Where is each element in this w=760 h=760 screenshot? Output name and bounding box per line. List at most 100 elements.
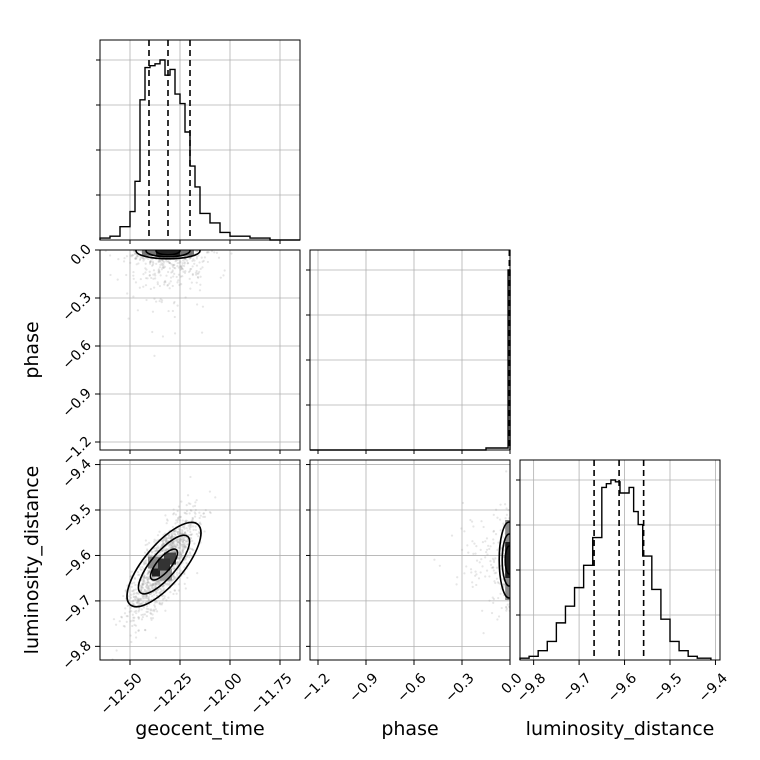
sample-point (144, 262, 147, 265)
sample-point (172, 592, 175, 596)
sample-point (181, 549, 184, 553)
sample-point (485, 569, 489, 572)
sample-point (488, 547, 491, 551)
sample-point (158, 601, 161, 604)
sample-point (142, 606, 146, 609)
sample-point (133, 598, 137, 601)
sample-point (170, 263, 173, 266)
sample-point (191, 548, 194, 551)
sample-point (170, 546, 173, 549)
sample-point (189, 524, 193, 527)
sample-point (179, 539, 182, 542)
sample-point (492, 513, 495, 516)
sample-point (181, 543, 184, 546)
sample-point (155, 300, 158, 303)
sample-point (137, 262, 140, 265)
sample-point (193, 542, 196, 545)
sample-point (142, 582, 145, 586)
sample-point (183, 511, 186, 514)
sample-point (160, 588, 163, 591)
sample-point (181, 555, 184, 558)
sample-point (161, 601, 164, 605)
sample-point (161, 263, 164, 266)
sample-point (177, 273, 181, 276)
sample-point (132, 588, 135, 592)
sample-point (171, 540, 174, 543)
sample-point (123, 625, 126, 628)
sample-point (144, 543, 147, 547)
sample-point (185, 543, 189, 546)
sample-point (172, 568, 175, 571)
sample-point (504, 503, 507, 506)
sample-point (506, 603, 509, 606)
sample-point (176, 516, 180, 520)
sample-point (138, 566, 141, 569)
sample-point (186, 538, 189, 541)
sample-point (144, 284, 148, 287)
sample-point (191, 516, 194, 520)
sample-point (151, 613, 154, 616)
sample-point (145, 298, 148, 302)
sample-point (145, 585, 148, 588)
sample-point (206, 260, 210, 264)
sample-point (493, 580, 496, 583)
sample-point (495, 577, 499, 580)
sample-point (479, 571, 482, 574)
sample-point (182, 572, 186, 575)
sample-point (178, 556, 181, 559)
sample-point (166, 519, 169, 522)
joint-geocent_time-phase (104, 250, 233, 357)
sample-point (147, 597, 150, 600)
sample-point (487, 544, 490, 547)
sample-point (177, 557, 180, 560)
sample-point (158, 583, 161, 586)
sample-point (157, 268, 160, 271)
sample-point (147, 585, 150, 588)
sample-point (138, 607, 141, 610)
sample-point (161, 595, 164, 598)
sample-point (162, 538, 165, 541)
sample-point (144, 271, 147, 274)
sample-point (181, 541, 184, 544)
sample-point (193, 504, 197, 507)
sample-point (142, 576, 145, 580)
sample-point (162, 584, 166, 587)
sample-point (157, 260, 160, 264)
sample-point (188, 523, 192, 526)
x-tick-label: −9.5 (650, 670, 685, 705)
sample-point (461, 501, 465, 505)
sample-point (130, 582, 134, 585)
sample-point (145, 548, 149, 551)
y-axis-label-luminosity-distance: luminosity_distance (21, 466, 43, 655)
sample-point (174, 530, 177, 533)
sample-point (158, 299, 161, 303)
sample-point (165, 599, 168, 602)
sample-point (159, 603, 162, 606)
sample-point (140, 602, 143, 605)
sample-point (158, 581, 161, 584)
contour-line (504, 545, 510, 575)
y-tick-label: −0.6 (59, 337, 94, 372)
sample-point (145, 583, 149, 586)
sample-point (137, 598, 141, 602)
sample-point (202, 512, 206, 515)
sample-point (176, 265, 179, 268)
sample-point (143, 580, 146, 583)
sample-point (150, 276, 153, 280)
sample-point (131, 613, 134, 616)
sample-point (133, 576, 136, 579)
sample-point (495, 508, 498, 511)
sample-point (481, 541, 485, 544)
sample-point (181, 545, 184, 548)
sample-point (151, 583, 154, 586)
sample-point (472, 525, 475, 528)
sample-point (166, 583, 169, 586)
sample-point (161, 543, 164, 546)
sample-point (151, 263, 155, 266)
sample-point (183, 542, 186, 545)
sample-point (149, 260, 152, 263)
sample-point (152, 577, 155, 580)
sample-point (178, 540, 181, 543)
sample-point (192, 505, 195, 508)
sample-point (169, 591, 172, 594)
